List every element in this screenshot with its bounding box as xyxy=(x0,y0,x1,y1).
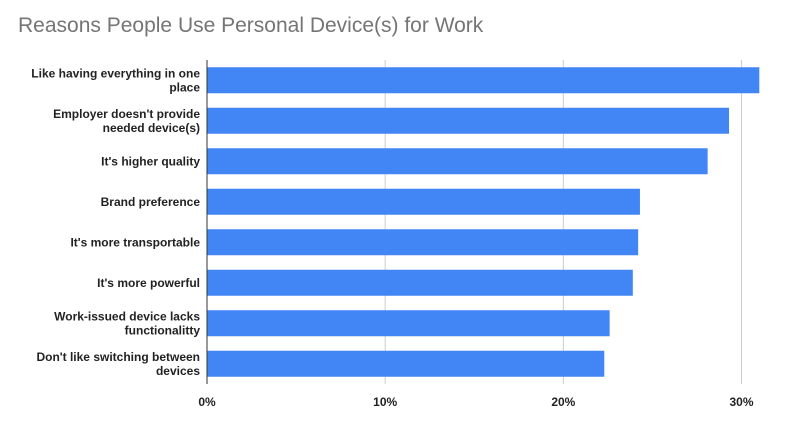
category-label: It's more powerful xyxy=(97,276,200,290)
category-label: Employer doesn't provide needed device(s) xyxy=(53,107,200,135)
bar xyxy=(207,188,640,215)
category-label: Brand preference xyxy=(101,195,201,209)
bar xyxy=(207,67,760,94)
x-tick-label: 10% xyxy=(373,395,397,409)
x-tick-label: 0% xyxy=(198,395,216,409)
category-label: Like having everything in one place xyxy=(31,66,200,94)
x-tick-label: 20% xyxy=(551,395,575,409)
bar xyxy=(207,310,610,337)
chart-title: Reasons People Use Personal Device(s) fo… xyxy=(18,14,484,37)
bar xyxy=(207,269,633,296)
x-tick-labels: 0% 10% 20% 30% xyxy=(198,395,753,409)
category-labels: Like having everything in one place Employ… xyxy=(31,66,200,378)
bar xyxy=(207,107,730,134)
category-label: Work-issued device lacks functionalitty xyxy=(54,309,200,337)
bar xyxy=(207,350,605,377)
category-label: Don't like switching between devices xyxy=(36,350,200,378)
x-tick-label: 30% xyxy=(729,395,753,409)
bars xyxy=(207,67,760,377)
category-label: It's more transportable xyxy=(70,235,200,249)
category-label: It's higher quality xyxy=(101,154,200,168)
bar xyxy=(207,148,708,175)
bar xyxy=(207,229,639,256)
